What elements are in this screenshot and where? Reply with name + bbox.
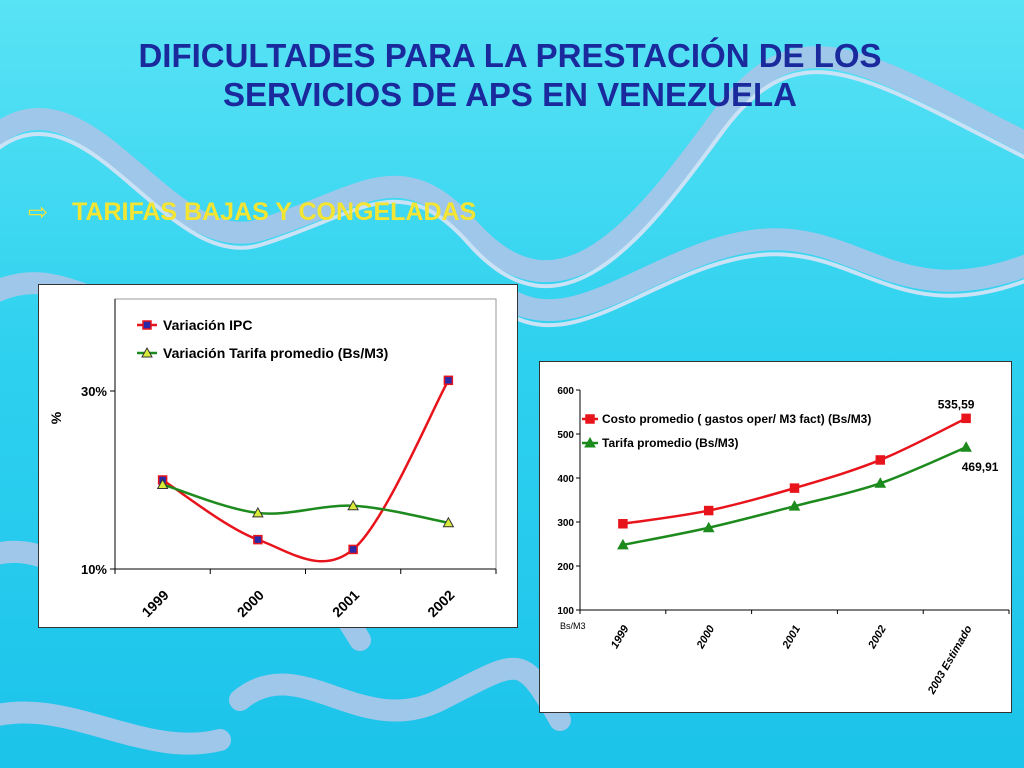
hollow-arrow-bullet-icon: ⇨ <box>28 198 49 226</box>
y-tick-label: 200 <box>557 562 574 573</box>
data-point <box>874 477 887 488</box>
y-axis-label: Bs/M3 <box>560 621 586 631</box>
legend-marker <box>585 414 595 424</box>
legend-marker <box>142 320 152 330</box>
data-point <box>442 516 455 528</box>
series-line-1 <box>622 446 967 547</box>
data-point <box>253 534 263 545</box>
data-label: 535,59 <box>938 397 975 411</box>
data-point <box>617 538 629 550</box>
x-tick-label: 2000 <box>234 587 267 620</box>
data-point <box>156 478 169 489</box>
legend-label: Variación IPC <box>163 317 252 333</box>
data-label: 469,91 <box>962 460 999 474</box>
y-tick-label: 600 <box>557 386 574 397</box>
data-point <box>960 441 972 452</box>
data-point <box>789 483 800 493</box>
y-tick-label: 10% <box>81 562 107 577</box>
x-tick-label: 2000 <box>694 623 718 652</box>
data-point <box>961 413 971 424</box>
x-tick-label: 2003 Estimado <box>925 623 975 697</box>
slide-title: DIFICULTADES PARA LA PRESTACIÓN DE LOS S… <box>90 36 930 114</box>
bullet-item: ⇨ TARIFAS BAJAS Y CONGELADAS <box>28 196 476 228</box>
series-line-0 <box>161 379 450 563</box>
y-tick-label: 30% <box>81 384 107 399</box>
y-tick-label: 100 <box>557 606 574 617</box>
legend-marker <box>584 436 596 448</box>
title-line-2: SERVICIOS DE APS EN VENEZUELA <box>223 76 797 113</box>
data-point <box>703 505 714 516</box>
series-line-1 <box>162 483 449 524</box>
legend-label: Costo promedio ( gastos oper/ M3 fact) (… <box>602 412 871 426</box>
legend-label: Tarifa promedio (Bs/M3) <box>602 436 738 450</box>
y-tick-label: 300 <box>557 518 574 529</box>
legend-label: Variación Tarifa promedio (Bs/M3) <box>163 345 388 361</box>
x-tick-label: 2001 <box>780 624 803 652</box>
data-point <box>875 455 886 465</box>
data-point <box>618 519 628 529</box>
y-tick-label: 400 <box>557 474 574 485</box>
data-point <box>702 521 715 533</box>
y-tick-label: 500 <box>557 430 574 441</box>
x-tick-label: 2001 <box>329 587 362 620</box>
legend-marker <box>141 346 153 358</box>
title-line-1: DIFICULTADES PARA LA PRESTACIÓN DE LOS <box>138 37 882 74</box>
x-tick-label: 2002 <box>424 587 457 620</box>
x-tick-label: 1999 <box>138 587 171 620</box>
y-axis-label: % <box>48 411 64 424</box>
data-point <box>443 375 454 386</box>
chart-costo-vs-tarifa: 600 500 400 300 200 100 1999 2000 2001 2002 2003 E… <box>539 361 1012 713</box>
x-tick-label: 1999 <box>609 623 632 651</box>
data-point <box>252 506 264 518</box>
x-tick-label: 2002 <box>866 624 889 652</box>
bullet-text: TARIFAS BAJAS Y CONGELADAS <box>72 197 477 226</box>
chart-2-svg: 600 500 400 300 200 100 1999 2000 2001 2002 2003 E… <box>557 386 1010 697</box>
plot-area <box>114 298 497 570</box>
data-point <box>788 500 801 511</box>
chart-ipc-vs-tarifa: 30% 10% 1999 2000 2001 2002% Variación IPC Vari… <box>38 284 518 628</box>
data-point <box>348 544 358 555</box>
data-point <box>347 499 359 511</box>
chart-1-svg: 30% 10% 1999 2000 2001 2002% Variación IPC Vari… <box>48 298 497 620</box>
